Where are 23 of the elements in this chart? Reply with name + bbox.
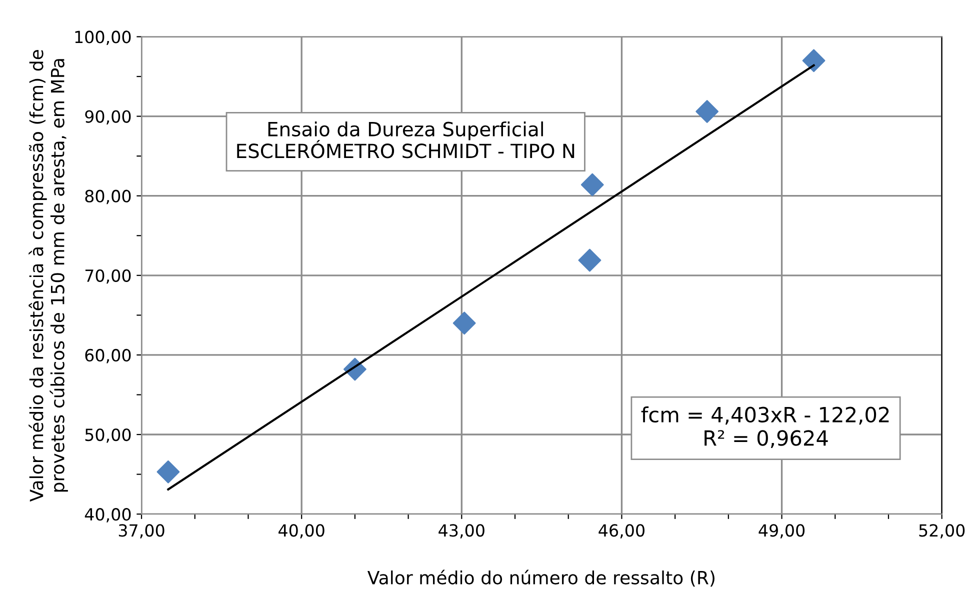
x-tick-label: 46,00 — [598, 524, 644, 538]
point — [696, 100, 719, 123]
y-tick-label: 80,00 — [85, 190, 131, 204]
y-tick-label: 90,00 — [85, 110, 131, 125]
x-tick-label: 40,00 — [278, 524, 324, 538]
x-axis-title: Valor médio do número de ressalto (R) — [367, 570, 714, 587]
y-tick-label: 60,00 — [85, 348, 131, 364]
y-tick-label: 100,00 — [75, 30, 131, 45]
y-tick-label: 70,00 — [85, 269, 131, 284]
x-tick-label: 43,00 — [438, 524, 484, 538]
y-axis-title: Valor médio da resistência à compressão (fcm) de provetes cúbicos de 150 mm de aresta, em MPa — [28, 50, 68, 502]
x-tick-label: 37,00 — [118, 524, 164, 538]
point — [580, 173, 604, 196]
annotation: fcm = 4,403xR - 122,02 R² = 0,9624 — [641, 406, 889, 448]
point — [156, 460, 180, 484]
point — [578, 248, 602, 272]
point — [802, 49, 826, 72]
annotation: Ensaio da Dureza Superficial ESCLERÓMETRO SCHMIDT - TIPO N — [237, 121, 574, 158]
x-tick-label: 49,00 — [758, 524, 805, 538]
y-tick-label: 50,00 — [85, 428, 131, 443]
y-tick-label: 40,00 — [84, 508, 131, 522]
x-tick-label: 52,00 — [919, 524, 965, 538]
point — [452, 312, 476, 335]
